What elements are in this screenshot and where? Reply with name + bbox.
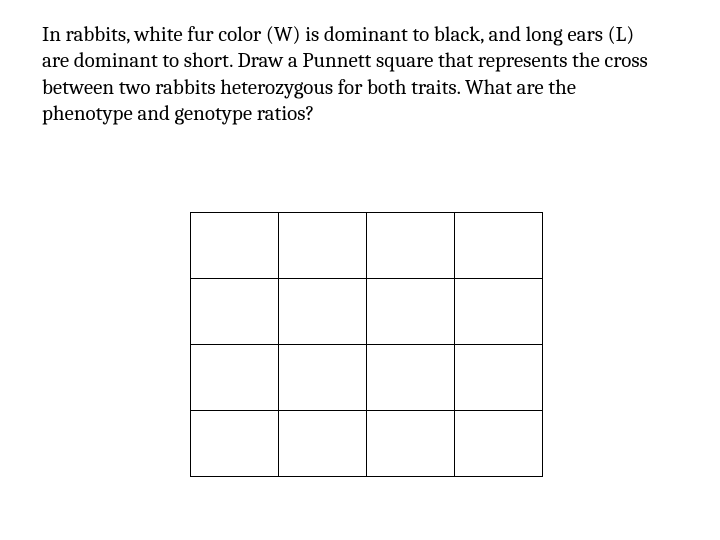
punnett-cell: [279, 411, 367, 477]
punnett-cell: [367, 411, 455, 477]
table-row: [191, 279, 543, 345]
punnett-cell: [279, 279, 367, 345]
punnett-square: [190, 212, 543, 477]
punnett-cell: [455, 411, 543, 477]
punnett-cell: [455, 213, 543, 279]
punnett-cell: [455, 279, 543, 345]
punnett-cell: [367, 213, 455, 279]
punnett-cell: [367, 279, 455, 345]
question-text: In rabbits, white fur color (W) is domin…: [42, 22, 662, 127]
punnett-square-container: [190, 212, 543, 477]
table-row: [191, 213, 543, 279]
punnett-cell: [191, 213, 279, 279]
punnett-cell: [367, 345, 455, 411]
punnett-cell: [191, 279, 279, 345]
punnett-cell: [191, 411, 279, 477]
punnett-cell: [455, 345, 543, 411]
punnett-cell: [191, 345, 279, 411]
table-row: [191, 411, 543, 477]
punnett-cell: [279, 345, 367, 411]
table-row: [191, 345, 543, 411]
punnett-cell: [279, 213, 367, 279]
